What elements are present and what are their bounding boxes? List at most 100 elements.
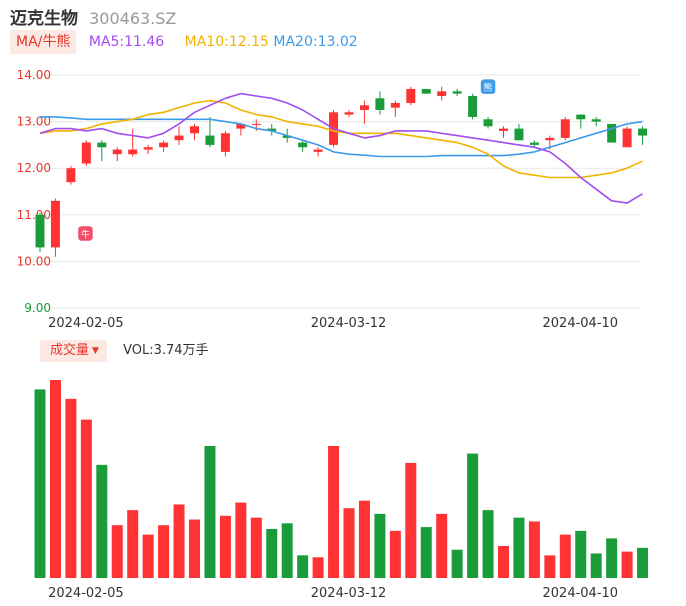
candle-body: [205, 135, 215, 145]
volume-bar: [436, 513, 448, 578]
volume-date-label: 2024-03-12: [311, 586, 387, 601]
candle-body: [66, 168, 76, 183]
volume-bar: [467, 453, 479, 578]
volume-bar: [482, 510, 494, 578]
candle-body: [344, 112, 354, 115]
volume-bar: [559, 534, 571, 578]
candle-body: [560, 119, 570, 138]
price-tick-label: 10.00: [17, 254, 51, 268]
ma5-value: MA5:11.46: [88, 34, 165, 50]
price-tick-label: 12.00: [17, 161, 51, 175]
volume-bar: [127, 510, 139, 578]
volume-bar: [544, 555, 556, 578]
price-date-label: 2024-04-10: [543, 316, 619, 331]
candle-body: [112, 149, 122, 155]
stock-code: 300463.SZ: [89, 9, 177, 28]
candle-body: [514, 128, 524, 141]
candle-body: [159, 142, 169, 148]
volume-bar: [204, 446, 216, 578]
candle-body: [529, 142, 539, 145]
candle-body: [607, 123, 617, 143]
volume-bar: [343, 508, 355, 578]
volume-bar: [637, 547, 649, 578]
candle-body: [174, 135, 184, 141]
volume-bar: [328, 446, 340, 578]
candle-body: [251, 123, 261, 125]
volume-value: VOL:3.74万手: [123, 343, 209, 358]
volume-bar: [606, 538, 618, 578]
candle-body: [622, 128, 632, 148]
volume-bar: [374, 513, 386, 578]
volume-bar: [312, 557, 324, 578]
volume-bar: [65, 398, 77, 578]
stock-name: 迈克生物: [10, 9, 78, 29]
volume-bar: [158, 525, 170, 578]
candle-body: [421, 88, 431, 94]
ma10-value: MA10:12.15: [184, 34, 269, 50]
candle-body: [81, 142, 91, 164]
volume-bar: [389, 530, 401, 578]
volume-indicator-selector[interactable]: 成交量 ▼: [40, 340, 107, 362]
volume-bar: [235, 502, 247, 578]
svg-text:熊: 熊: [484, 82, 493, 94]
price-date-label: 2024-03-12: [311, 316, 387, 331]
buy-signal-icon: 牛: [76, 224, 95, 243]
volume-bar: [297, 555, 309, 578]
volume-bar: [250, 517, 262, 578]
volume-bar: [189, 519, 200, 578]
price-date-label: 2024-02-05: [48, 316, 124, 331]
stock-header: 迈克生物 300463.SZ: [10, 4, 177, 29]
candle-body: [437, 91, 447, 96]
candle-body: [128, 149, 138, 155]
svg-text:牛: 牛: [81, 228, 90, 240]
candle-body: [452, 91, 462, 94]
candle-body: [638, 128, 648, 136]
volume-bar: [621, 551, 633, 578]
candle-body: [190, 126, 199, 134]
volume-bar: [96, 464, 108, 578]
volume-bar: [49, 380, 61, 578]
candle-body: [298, 142, 308, 148]
dropdown-arrow-icon: ▼: [92, 346, 99, 356]
volume-bar: [451, 549, 463, 578]
candle-body: [359, 105, 369, 110]
candle-body: [267, 128, 277, 131]
ma20-value: MA20:13.02: [273, 34, 358, 50]
candle-body: [220, 133, 230, 152]
volume-bar: [219, 515, 231, 578]
candle-body: [97, 142, 107, 148]
candle-body: [375, 98, 385, 110]
candle-body: [143, 147, 153, 150]
sell-signal-icon: 熊: [479, 77, 497, 96]
volume-bar: [80, 419, 92, 578]
volume-bar: [358, 500, 370, 578]
volume-bar: [34, 389, 46, 578]
candle-body: [576, 114, 586, 120]
volume-bar: [528, 521, 540, 578]
volume-bar: [513, 517, 525, 578]
volume-bar: [498, 545, 509, 578]
volume-bar: [173, 504, 185, 578]
price-tick-label: 13.00: [17, 115, 51, 129]
price-tick-label: 9.00: [24, 301, 51, 315]
volume-bar: [281, 523, 293, 578]
candle-body: [545, 137, 555, 141]
candle-body: [313, 149, 323, 152]
price-tick-label: 14.00: [17, 68, 51, 82]
candle-body: [591, 119, 601, 122]
volume-bar: [420, 527, 432, 578]
volume-bar: [266, 528, 278, 578]
candle-body: [236, 123, 246, 129]
volume-legend: 成交量 ▼ VOL:3.74万手: [40, 340, 209, 362]
ma5-line: [39, 92, 643, 204]
candle-body: [468, 95, 478, 117]
volume-tag-label: 成交量: [50, 343, 90, 358]
candle-body: [50, 200, 60, 248]
ma-indicator-selector[interactable]: MA/牛熊: [10, 30, 77, 54]
price-tick-label: 11.00: [17, 208, 51, 222]
volume-bar: [575, 530, 587, 578]
candle-body: [499, 128, 508, 131]
volume-bar: [111, 525, 123, 578]
volume-bar: [142, 534, 154, 578]
